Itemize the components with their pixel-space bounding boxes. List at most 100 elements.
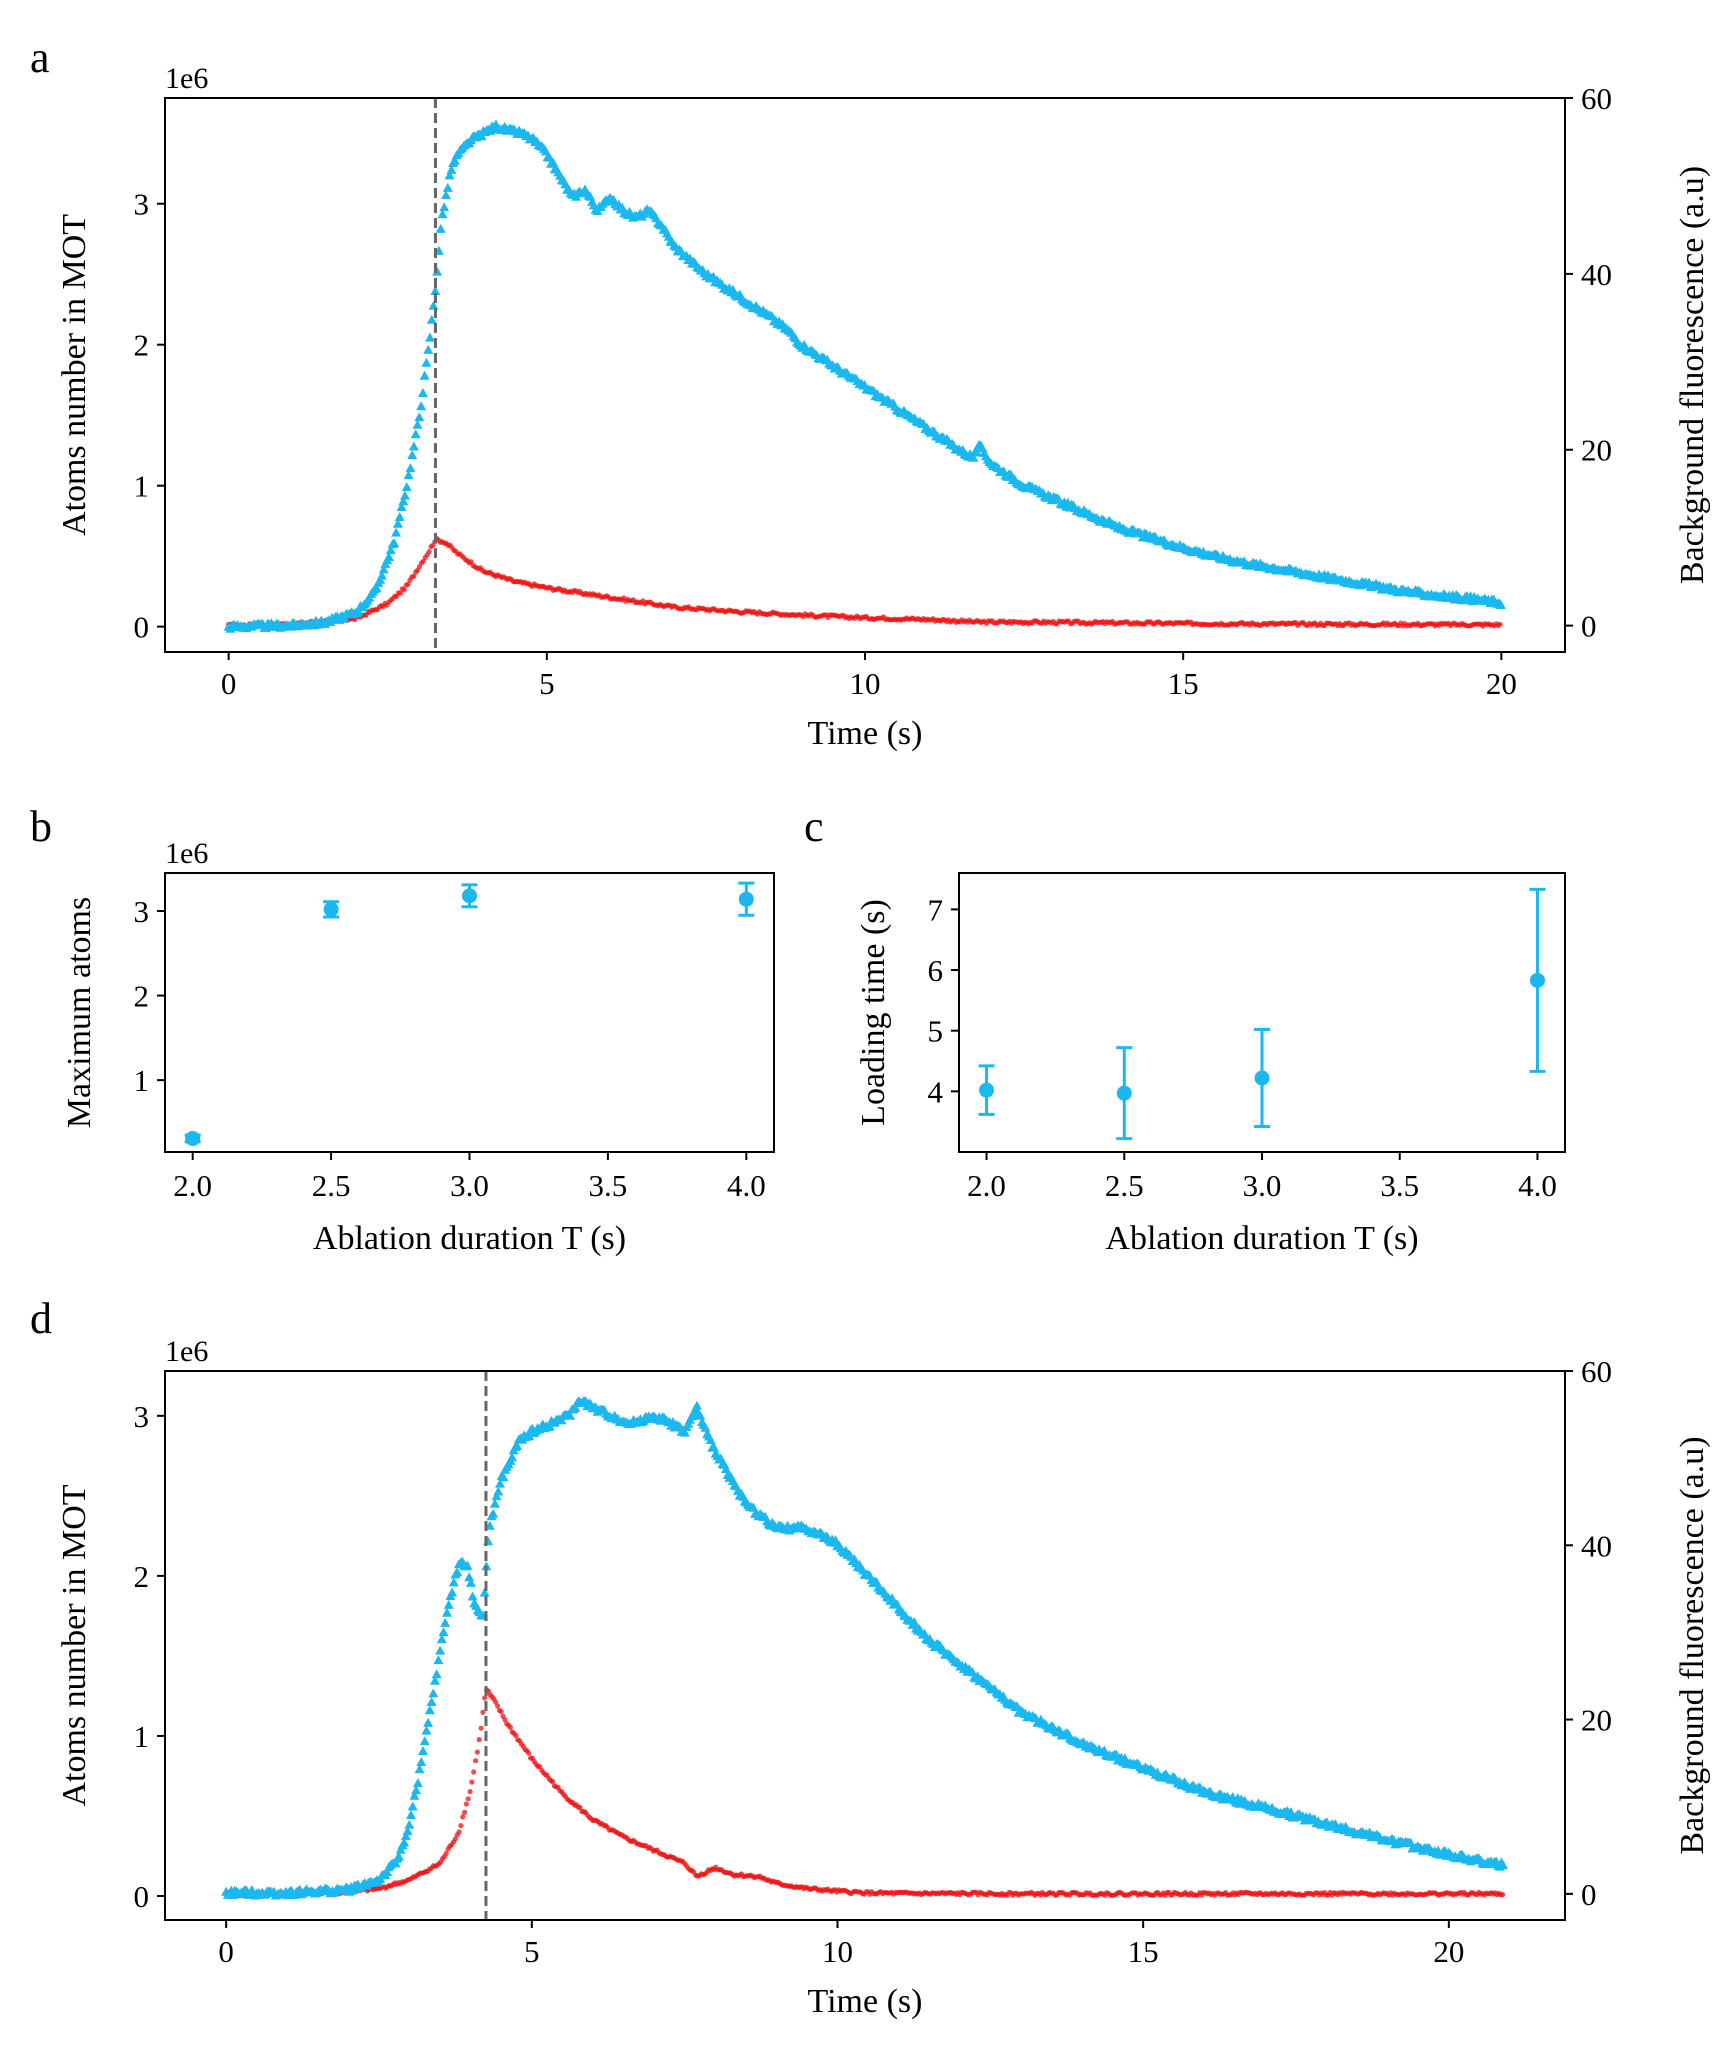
background-point	[443, 1850, 449, 1857]
atoms-point	[438, 1627, 449, 1637]
y2-tick-label: 0	[1581, 609, 1597, 644]
atoms-number-series	[223, 119, 1506, 633]
atoms-point	[441, 190, 451, 200]
atoms-point	[721, 1464, 731, 1473]
y-tick-label: 6	[928, 953, 944, 988]
data-point	[185, 1130, 201, 1146]
atoms-point	[410, 429, 421, 439]
background-point	[473, 1758, 479, 1764]
background-point	[397, 590, 404, 596]
x-tick-label: 2.0	[173, 1168, 212, 1203]
atoms-point	[830, 1535, 841, 1545]
y-tick-label: 3	[134, 187, 150, 222]
background-point	[507, 1724, 513, 1731]
atoms-point	[1498, 1860, 1509, 1870]
y2-tick-label: 40	[1581, 257, 1612, 292]
panel-c-letter: c	[804, 802, 824, 851]
background-point	[411, 573, 417, 579]
axes-frame	[164, 872, 775, 1153]
atoms-point	[462, 1560, 473, 1570]
y-tick-label: 3	[134, 1399, 150, 1434]
atoms-point	[406, 1810, 416, 1819]
atoms-point	[403, 470, 414, 480]
data-point	[462, 888, 477, 904]
atoms-point	[401, 482, 412, 492]
atoms-point	[392, 518, 403, 528]
y-tick-label: 3	[134, 894, 150, 929]
atoms-point	[479, 1587, 490, 1597]
atoms-point	[416, 401, 427, 411]
atoms-point	[376, 570, 387, 580]
axes-frame	[164, 1370, 1566, 1921]
atoms-point	[426, 1697, 437, 1706]
y-multiplier: 1e6	[165, 837, 208, 870]
x-tick-label: 2.5	[312, 1168, 351, 1203]
atoms-point	[423, 344, 434, 354]
background-point	[498, 1709, 504, 1715]
atoms-point	[347, 1885, 358, 1895]
y2-tick-label: 60	[1581, 81, 1612, 116]
x-tick-label: 4.0	[1518, 1168, 1557, 1203]
atoms-point	[394, 512, 405, 521]
atoms-number-series	[221, 1396, 1509, 1900]
atoms-point	[389, 538, 400, 548]
atoms-point	[439, 202, 450, 212]
atoms-point	[425, 332, 435, 342]
y2-tick-label: 20	[1581, 433, 1612, 468]
atoms-point	[390, 1858, 401, 1868]
y-tick-label: 0	[134, 610, 150, 645]
atoms-point	[407, 450, 418, 460]
panel-a-letter: a	[30, 33, 50, 82]
atoms-point	[565, 1410, 576, 1420]
x-tick-label: 20	[1486, 666, 1517, 701]
atoms-point	[444, 170, 455, 180]
x-tick-label: 15	[1168, 666, 1199, 701]
x-tick-label: 3.5	[589, 1168, 628, 1203]
atoms-point	[433, 1655, 444, 1665]
atoms-point	[398, 496, 409, 506]
data-point	[323, 901, 339, 917]
atoms-point	[431, 1669, 442, 1679]
y2-tick-label: 40	[1581, 1528, 1612, 1563]
atoms-point	[524, 1431, 535, 1441]
background-point	[482, 1695, 488, 1701]
background-point	[426, 549, 432, 555]
atoms-point	[540, 146, 551, 156]
x-tick-label: 10	[822, 1934, 853, 1969]
atoms-point	[452, 1567, 463, 1577]
atoms-point	[419, 370, 430, 380]
atoms-point	[498, 1472, 509, 1482]
atoms-point	[396, 502, 407, 511]
atoms-point	[430, 286, 441, 295]
atoms-point	[400, 1831, 411, 1841]
atoms-point	[421, 357, 432, 367]
background-point	[456, 1829, 462, 1835]
background-point	[463, 1801, 469, 1807]
atoms-point	[428, 300, 439, 310]
x-tick-label: 0	[218, 1934, 234, 1969]
panel-b-letter: b	[30, 802, 52, 851]
data-point	[1116, 1085, 1132, 1101]
atoms-point	[409, 1790, 420, 1800]
background-point	[401, 587, 407, 593]
atoms-point	[391, 527, 402, 537]
background-point	[476, 1737, 482, 1743]
background-point	[1500, 1892, 1506, 1898]
x-tick-label: 5	[539, 666, 555, 701]
atoms-point	[394, 1851, 404, 1861]
atoms-point	[417, 388, 428, 397]
background-point	[462, 1809, 468, 1815]
panel-d-chart: 0 5 10 15 20 0 1 2 3 0 20 40 60 1e6 Time (s) Atoms numb…	[56, 1335, 1711, 2020]
background-point	[495, 1703, 501, 1709]
atoms-point	[715, 1453, 726, 1463]
background-point	[471, 1769, 477, 1775]
atoms-point	[748, 1502, 759, 1512]
background-point	[474, 1749, 480, 1755]
y-tick-label: 5	[928, 1014, 944, 1049]
atoms-point	[436, 1634, 447, 1644]
atoms-point	[481, 1561, 492, 1571]
atoms-point	[411, 1785, 422, 1795]
atoms-point	[378, 564, 389, 574]
atoms-point	[507, 1452, 517, 1462]
atoms-point	[447, 1587, 458, 1597]
